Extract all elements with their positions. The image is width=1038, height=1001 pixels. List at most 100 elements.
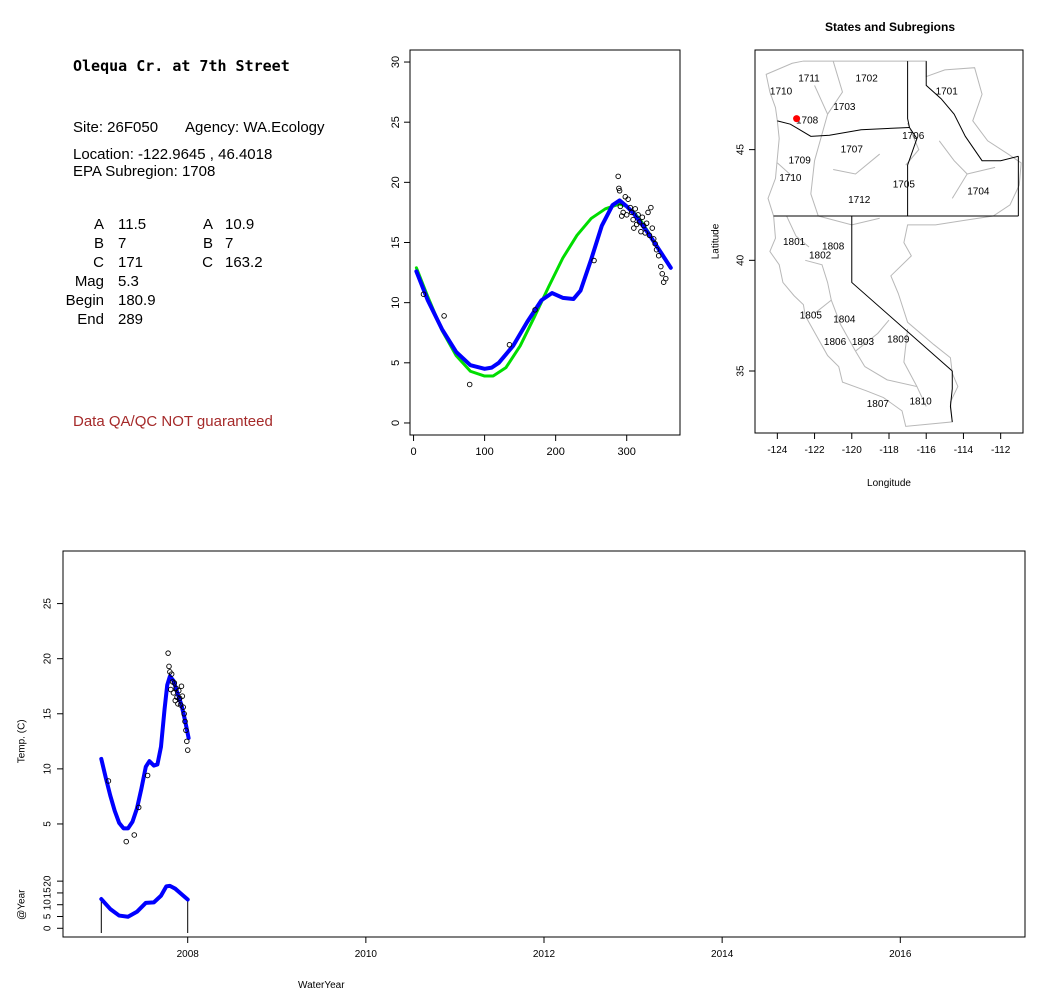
data-point: [182, 718, 188, 725]
data-point: [171, 680, 178, 686]
data-point: [627, 204, 634, 211]
x-tick-label: -114: [954, 445, 974, 456]
data-point: [650, 236, 657, 242]
param-value: 171: [118, 254, 144, 271]
subregion-boundary: [786, 215, 810, 248]
subregion-label: 1807: [867, 399, 890, 410]
subregion-label: 1705: [893, 180, 916, 191]
subregion-boundary: [967, 166, 996, 175]
subregion-label: 1802: [809, 251, 832, 262]
strip-y-axis-label: @Year: [17, 889, 28, 920]
x-axis-label: Longitude: [867, 478, 911, 489]
data-point: [175, 701, 181, 707]
param-value: 7: [225, 235, 234, 252]
data-point: [135, 804, 142, 811]
subregion-label: 1805: [800, 310, 823, 321]
y-tick-label: 45: [736, 144, 747, 156]
region-outline: [765, 60, 1022, 427]
subregion-label: 1711: [798, 73, 820, 84]
y-tick-label: 0: [390, 420, 402, 426]
y-tick-label: 10: [43, 763, 54, 775]
data-point: [636, 219, 643, 225]
subregion-boundary: [814, 85, 829, 135]
data-point: [630, 216, 636, 223]
data-point: [646, 232, 653, 239]
data-point: [635, 212, 641, 218]
data-point: [144, 772, 151, 779]
subregion-boundary: [814, 299, 832, 314]
subregion-boundary: [830, 299, 866, 367]
x-tick-label: 2016: [889, 949, 912, 960]
data-point: [178, 683, 185, 689]
param-label: Begin: [65, 292, 104, 309]
subregion-boundary: [833, 153, 881, 175]
state-boundary: [851, 216, 953, 372]
data-point: [183, 727, 189, 734]
data-point: [466, 381, 473, 388]
y-axis-label: Latitude: [711, 223, 722, 259]
data-point: [628, 209, 635, 216]
data-point: [615, 173, 621, 180]
map-boundaries: [765, 60, 1022, 427]
data-point: [658, 263, 664, 270]
x-tick-label: 200: [546, 446, 564, 458]
annual-cycle-chart: 0 100 200 300 0 5 10 15 20 25 30: [390, 49, 681, 458]
subregion-label: 1707: [841, 144, 864, 155]
y-tick-label: 15: [43, 708, 54, 720]
data-point: [632, 206, 638, 212]
y-tick-label: 5: [43, 821, 54, 827]
data-point: [625, 196, 631, 202]
year-fit-line: [99, 883, 190, 919]
subregion-boundary: [864, 366, 927, 407]
subregion-label: 1808: [822, 242, 845, 253]
data-point: [168, 671, 175, 677]
subregion-label: 1803: [852, 337, 875, 348]
param-value: 11.5: [118, 216, 147, 233]
subregion-label: 1806: [824, 337, 847, 348]
plot-frame: [409, 49, 681, 436]
data-point: [165, 650, 171, 656]
strip-y-tick-label: 10: [43, 899, 54, 911]
subregion-boundary: [903, 328, 918, 387]
param-label: C: [93, 254, 104, 271]
x-tick-label: 0: [410, 446, 416, 458]
map-title: States and Subregions: [825, 20, 955, 34]
x-tick-label: -120: [842, 445, 862, 456]
subregion-label: 1712: [848, 195, 871, 206]
x-tick-label: -124: [767, 445, 787, 456]
blue-fit-line: [414, 198, 673, 371]
x-tick-label: -112: [991, 445, 1011, 456]
x-tick-label: 2008: [177, 949, 200, 960]
data-point: [181, 711, 187, 717]
data-point: [532, 307, 538, 313]
data-point: [617, 203, 624, 210]
subregion-label: 1708: [796, 115, 819, 126]
subregion-boundary: [855, 319, 890, 352]
data-point: [618, 213, 625, 219]
data-point: [131, 832, 138, 838]
param-label: End: [77, 311, 104, 328]
x-tick-label: 2014: [711, 949, 734, 960]
subregion-boundary: [827, 60, 844, 115]
subregion-boundary: [905, 122, 920, 166]
site-title: Olequa Cr. at 7th Street: [73, 57, 290, 75]
subregion-label: 1710: [770, 87, 793, 98]
data-point: [655, 252, 662, 259]
y-tick-label: 25: [390, 116, 402, 128]
x-tick-label: -118: [879, 445, 899, 456]
data-point: [623, 212, 630, 218]
data-point: [123, 838, 129, 845]
y-tick-label: 15: [390, 236, 402, 248]
y-tick-label: 30: [390, 56, 402, 68]
x-tick-label: 300: [618, 446, 636, 458]
data-point: [441, 313, 447, 319]
subregion-label: 1706: [902, 131, 925, 142]
y-tick-label: 25: [43, 598, 54, 610]
subregion-label: 1710: [779, 173, 802, 184]
data-point: [166, 663, 172, 670]
state-boundary: [907, 61, 918, 217]
param-label: B: [202, 235, 213, 252]
temperature-timeseries-chart: 2008 2010 2012 2014 2016WaterYear510152025Te…: [17, 550, 1026, 991]
x-tick-label: -116: [917, 445, 937, 456]
y-tick-label: 20: [43, 653, 54, 665]
